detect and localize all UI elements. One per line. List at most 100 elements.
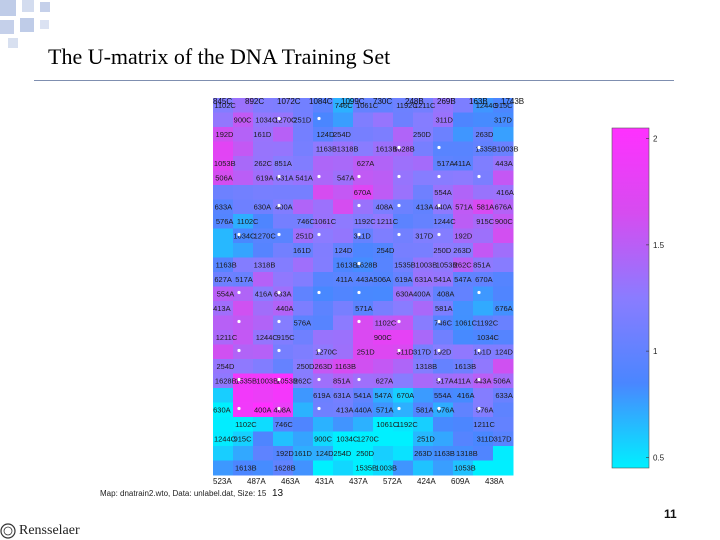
heatmap-cell (333, 127, 354, 142)
sample-label: 254D (217, 362, 236, 371)
sample-label: 1535B (235, 377, 257, 386)
heatmap-cell (253, 330, 274, 345)
heatmap-cell (273, 402, 294, 418)
sample-label: 900C (234, 116, 253, 125)
sample-label: 311D (477, 435, 495, 444)
sample-label: 676A (437, 406, 455, 415)
heatmap-cell (293, 359, 314, 374)
sample-label: 1034C (233, 232, 256, 241)
node-dot (317, 174, 321, 179)
heatmap-cell (233, 431, 254, 447)
node-dot (477, 406, 481, 411)
heatmap-cell (233, 460, 254, 476)
node-dot (477, 174, 481, 179)
heatmap-cell (333, 185, 354, 200)
heatmap-cell (213, 185, 234, 200)
corner-square (0, 0, 16, 16)
corner-square (40, 2, 50, 12)
heatmap-cell (473, 286, 494, 302)
node-dot (237, 232, 241, 237)
heatmap-cell (273, 315, 294, 331)
heatmap-cell (373, 359, 394, 374)
heatmap-cell (313, 228, 334, 244)
heatmap-cell (233, 214, 254, 229)
heatmap-cell (233, 301, 254, 316)
heatmap-cell (493, 257, 514, 273)
sample-label: 1163B (216, 261, 237, 270)
sample-label: 631A (415, 275, 433, 284)
heatmap-cell (213, 170, 234, 186)
heatmap-cell (413, 170, 434, 186)
heatmap-cell (233, 286, 254, 302)
map-caption: Map: dnatrain2.wto, Data: unlabel.dat, S… (100, 489, 267, 498)
top-row-label: 1072C (277, 97, 301, 106)
heatmap-cell (273, 214, 294, 229)
sample-label: 627A (357, 159, 375, 168)
heatmap-cell (493, 141, 514, 157)
heatmap-cell (373, 170, 394, 186)
heatmap-cell (453, 388, 474, 403)
sample-label: 541A (354, 391, 372, 400)
heatmap-cell (473, 214, 494, 229)
heatmap-cell (293, 373, 314, 389)
heatmap-cell (273, 388, 294, 403)
heatmap-cell (273, 112, 294, 128)
sample-label: 581A (477, 203, 495, 212)
heatmap-cell (313, 431, 334, 447)
sample-label: 746C (297, 217, 316, 226)
heatmap-cell (453, 431, 474, 447)
heatmap-cell (313, 185, 334, 200)
heatmap-cell (233, 112, 254, 128)
heatmap-cell (473, 402, 494, 418)
heatmap-cell (393, 344, 414, 360)
heatmap-cell (333, 460, 354, 476)
sample-label: 416A (255, 290, 273, 299)
heatmap-cell (393, 330, 414, 345)
node-dot (277, 377, 281, 382)
sample-label: 124D (316, 449, 335, 458)
heatmap-cell (373, 243, 394, 258)
heatmap-cell (253, 417, 274, 432)
heatmap-cell (493, 373, 514, 389)
sample-label: 1053B (454, 464, 476, 473)
heatmap-cell (413, 417, 434, 432)
heatmap-cell (413, 402, 434, 418)
heatmap-cell (333, 315, 354, 331)
heatmap-cell (433, 388, 454, 403)
heatmap-cell (253, 272, 274, 287)
heatmap-cell (353, 127, 374, 142)
heatmap-cell (433, 257, 454, 273)
sample-label: 1061C (314, 217, 337, 226)
heatmap-cell (233, 170, 254, 186)
sample-label: 547A (374, 391, 392, 400)
heatmap-cell (453, 127, 474, 142)
heatmap-cell (333, 272, 354, 287)
sample-label: 192D (216, 130, 235, 139)
heatmap-cell (313, 127, 334, 142)
heatmap-cell (213, 446, 234, 461)
corner-square (0, 20, 14, 34)
sample-label: 1244C (476, 101, 499, 110)
heatmap-cell (373, 257, 394, 273)
heatmap-cell (373, 185, 394, 200)
sample-label: 1053B (214, 159, 236, 168)
heatmap-cell (433, 315, 454, 331)
sample-label: 416A (457, 391, 475, 400)
heatmap-cell (273, 431, 294, 447)
node-dot (317, 232, 321, 237)
heatmap-cell (353, 417, 374, 432)
node-dot (317, 116, 321, 121)
heatmap-cell (273, 272, 294, 287)
sample-label: 1270C (254, 232, 277, 241)
sample-label: 676A (495, 203, 513, 212)
heatmap-cell (233, 330, 254, 345)
sample-label: 633A (495, 391, 513, 400)
sample-label: 1628B (215, 377, 237, 386)
heatmap-cell (413, 243, 434, 258)
heatmap-cell (413, 214, 434, 229)
heatmap-cell (393, 98, 414, 113)
sample-label: 413A (213, 304, 231, 313)
heatmap-cell (453, 272, 474, 287)
heatmap-cell (493, 214, 514, 229)
top-row-label: 845C (213, 97, 232, 106)
